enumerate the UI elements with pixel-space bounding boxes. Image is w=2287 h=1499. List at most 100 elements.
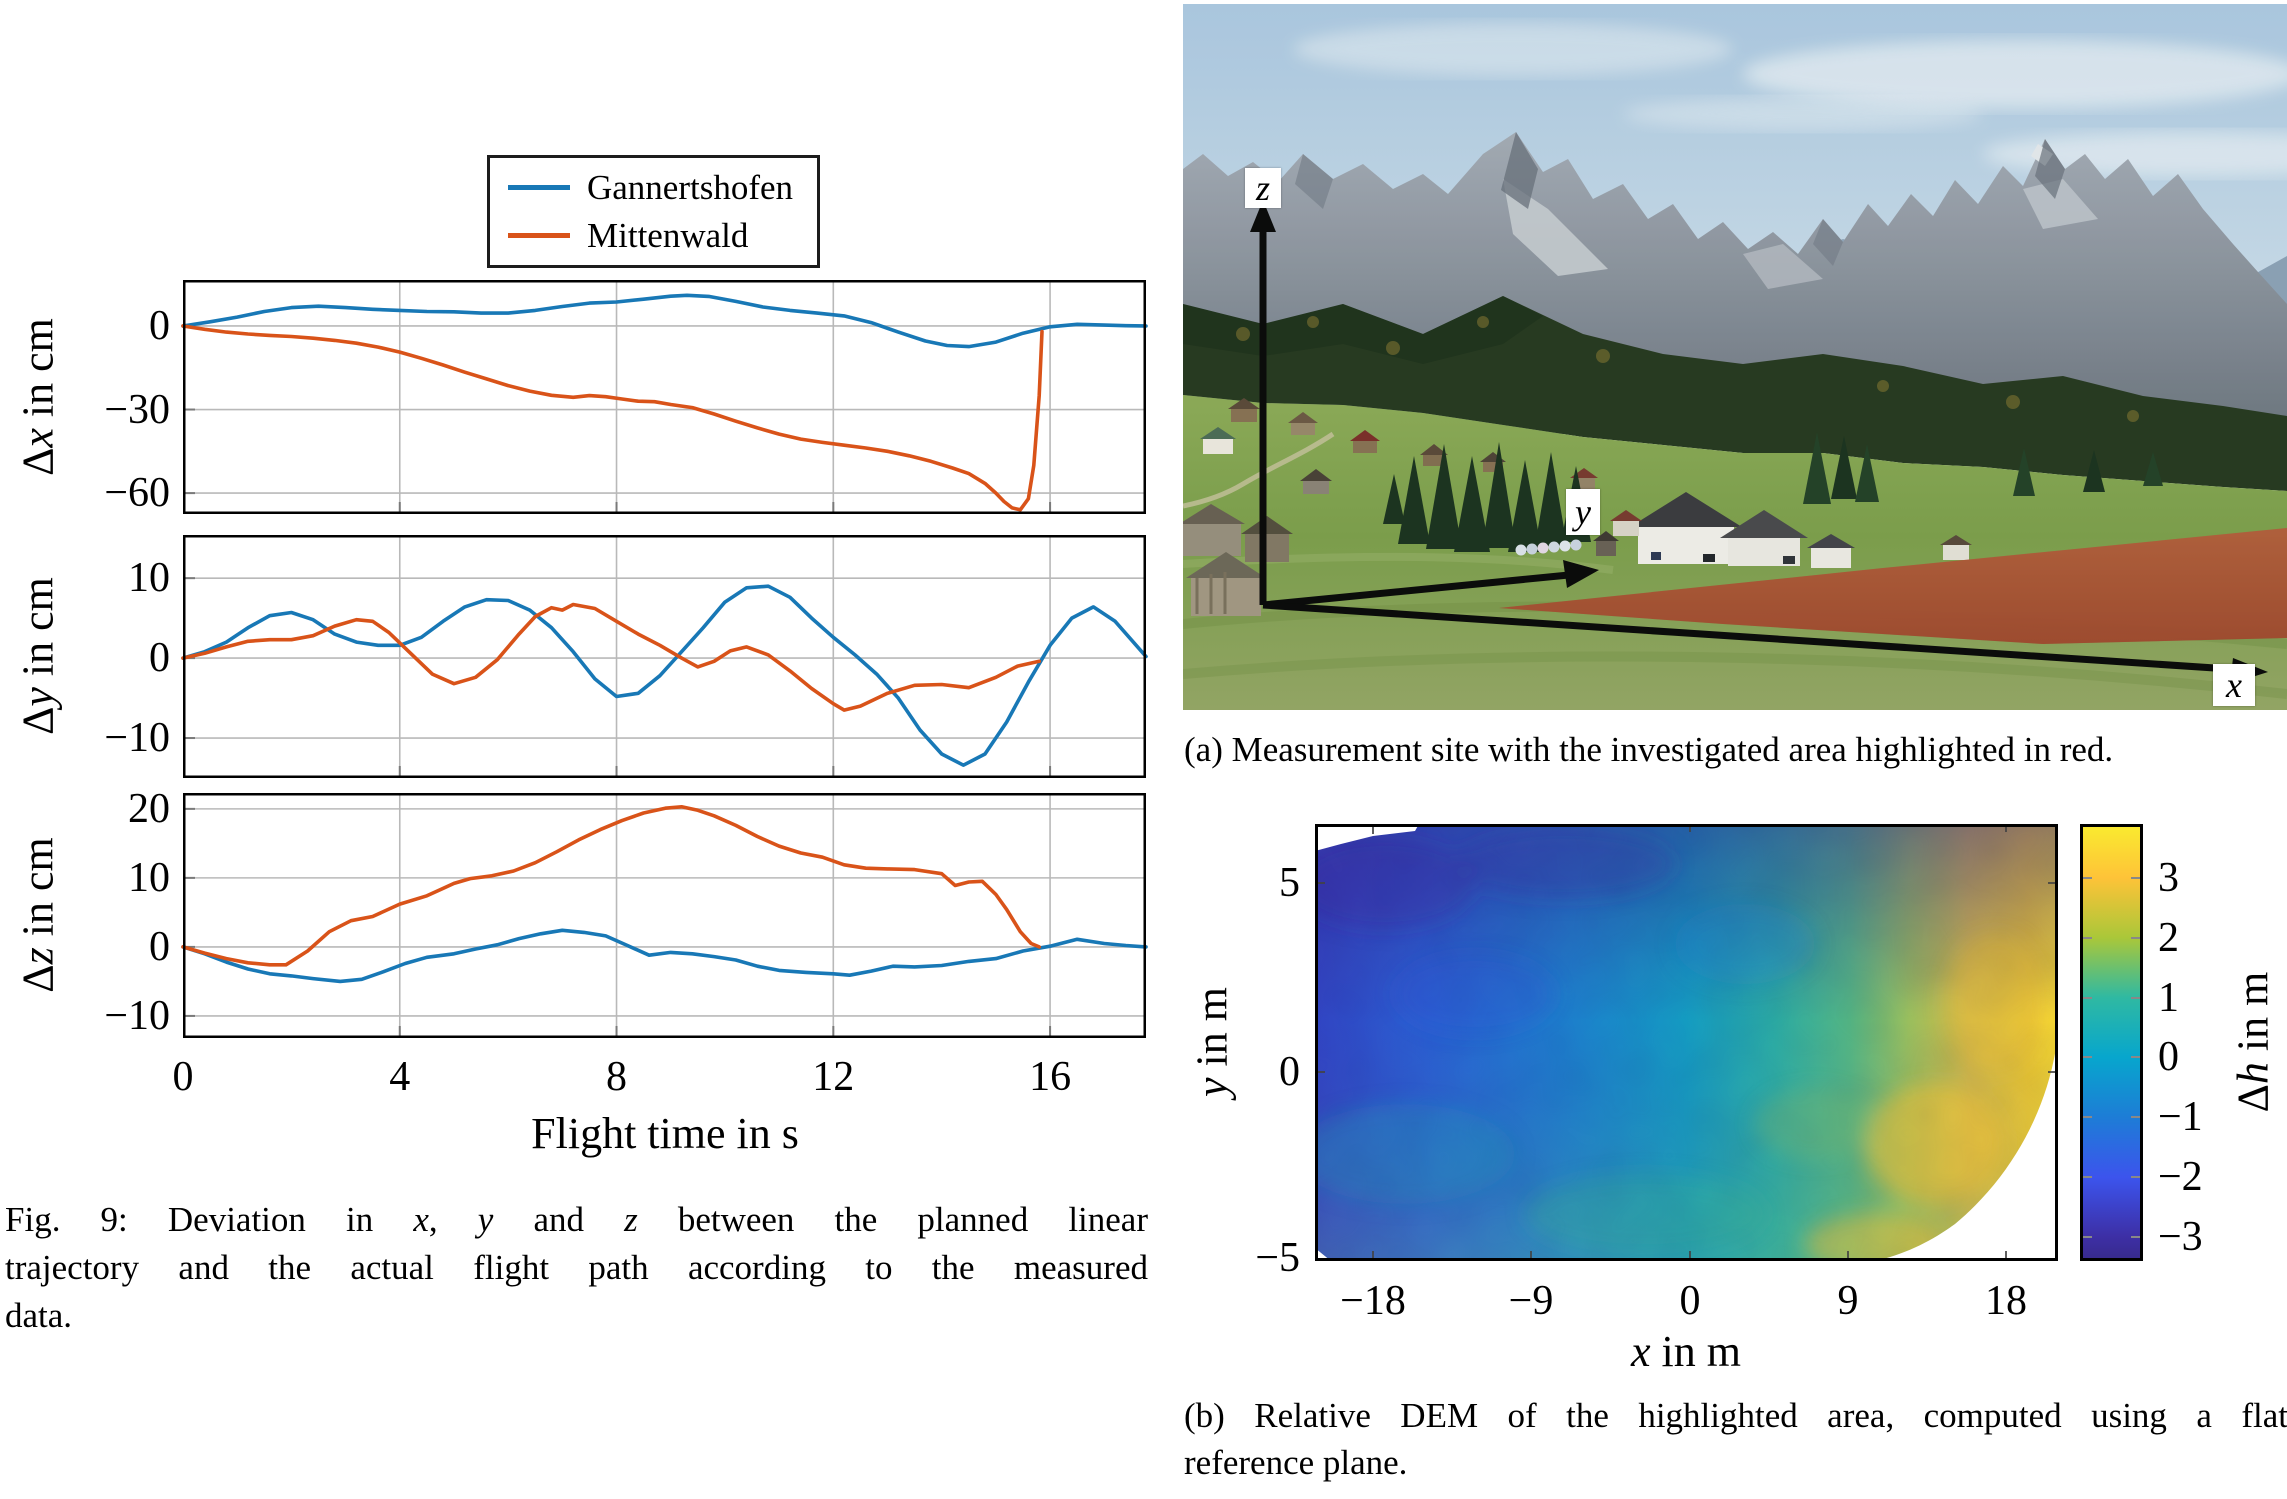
dem-heatmap-plot — [1295, 824, 2058, 1274]
caption-b: (b) Relative DEM of the highlighted area… — [1184, 1392, 2287, 1486]
x-tick-label: 4 — [389, 1054, 411, 1100]
text-segment: and — [493, 1200, 625, 1239]
dem-ylabel: y in m — [1187, 987, 1238, 1097]
x-tick-label: 12 — [812, 1054, 855, 1100]
text-segment: in m — [1650, 1327, 1741, 1376]
photo-illustration — [1179, 4, 2287, 710]
text-segment: trajectory and the actual flight path ac… — [5, 1248, 1148, 1287]
caption-line: (b) Relative DEM of the highlighted area… — [1184, 1392, 2287, 1439]
text-segment: y — [1187, 1077, 1237, 1097]
nodata-bottom-right — [1875, 1034, 2058, 1261]
legend-line-orange-icon — [508, 233, 570, 238]
measurement-site-photo: z y x — [1179, 4, 2287, 710]
series-mittenwald — [181, 324, 1044, 512]
x-tick-label: 8 — [606, 1054, 628, 1100]
text-segment: (b) Relative DEM of the highlighted area… — [1184, 1396, 2287, 1435]
y-tick-label: 20 — [128, 785, 170, 832]
series-gannertshofen — [181, 584, 1148, 767]
text-segment: Δ — [2228, 1084, 2278, 1113]
cbar-tick: −3 — [2158, 1214, 2203, 1260]
text-segment: reference plane. — [1184, 1443, 1408, 1482]
series-mittenwald — [181, 805, 1042, 967]
conifer-trees — [1383, 432, 2163, 552]
dem-xtick: −18 — [1340, 1278, 1406, 1324]
series-gannertshofen — [181, 293, 1148, 349]
silage-bales — [1515, 539, 1582, 556]
axis-label-flight-time: Flight time in s — [531, 1108, 799, 1159]
text-segment: in cm — [13, 577, 63, 688]
dem-colorbar — [2080, 824, 2143, 1261]
text-segment: , — [428, 1200, 478, 1239]
dem-xtick: 18 — [1985, 1278, 2027, 1324]
cbar-tick: −1 — [2158, 1094, 2203, 1140]
y-axis-label: y — [1566, 489, 1600, 535]
caption-line: Fig. 9: Deviation in x, y and z between … — [5, 1196, 1148, 1244]
cbar-label: Δh in m — [2228, 972, 2279, 1113]
flight-chart-dy — [181, 535, 1148, 778]
text-segment: z — [624, 1200, 638, 1239]
text-segment: x — [1631, 1327, 1651, 1376]
cbar-tick: 2 — [2158, 915, 2179, 961]
x-tick-label: 16 — [1029, 1054, 1072, 1100]
dem-xlabel: x in m — [1631, 1326, 1741, 1377]
y-axis-arrow — [1262, 570, 1580, 609]
text-segment: between the planned linear — [637, 1200, 1148, 1239]
foreground-barn — [1179, 504, 1293, 616]
cbar-tick: 1 — [2158, 975, 2179, 1021]
text-segment: x — [13, 428, 63, 448]
flight-chart-dz — [181, 793, 1148, 1038]
text-segment: Δ — [13, 706, 63, 735]
nodata-top-left — [1315, 824, 1419, 851]
y-tick-label: 10 — [128, 555, 170, 602]
dem-heatmap — [1295, 824, 2058, 1274]
dem-xtick: 0 — [1679, 1278, 1701, 1324]
text-segment: in cm — [13, 318, 63, 429]
y-tick-label: 0 — [149, 302, 170, 349]
axis-label-dy: Δy in cm — [13, 577, 64, 735]
text-segment: in m — [1187, 987, 1237, 1078]
y-tick-label: 10 — [128, 854, 170, 901]
text-segment: Flight time in s — [531, 1109, 799, 1158]
axis-label-dx: Δx in cm — [13, 318, 64, 476]
highlighted-field — [1499, 528, 2287, 644]
x-axis-label: x — [2213, 664, 2255, 706]
text-segment: x — [413, 1200, 429, 1239]
chart-legend: Gannertshofen Mittenwald — [487, 155, 820, 268]
legend-row-mittenwald: Mittenwald — [490, 215, 817, 255]
scattered-huts — [1200, 398, 1598, 494]
legend-label: Mittenwald — [587, 215, 749, 255]
x-axis-arrow — [1262, 601, 2246, 674]
cbar-tick: 3 — [2158, 855, 2179, 901]
cbar-tick: 0 — [2158, 1034, 2179, 1080]
y-tick-label: −60 — [104, 470, 170, 517]
legend-row-gannertshofen: Gannertshofen — [490, 167, 817, 207]
z-axis-label: z — [1245, 168, 1281, 208]
y-tick-label: 0 — [149, 635, 170, 682]
caption-line: reference plane. — [1184, 1439, 2287, 1486]
figure-9-caption: Fig. 9: Deviation in x, y and z between … — [5, 1196, 1148, 1340]
series-mittenwald — [181, 602, 1042, 712]
y-tick-label: −10 — [104, 715, 170, 762]
text-segment: in m — [2228, 971, 2278, 1063]
dem-xtick: 9 — [1837, 1278, 1859, 1324]
legend-label: Gannertshofen — [587, 167, 794, 207]
y-tick-label: −10 — [104, 992, 170, 1039]
y-tick-label: 0 — [149, 923, 170, 970]
text-segment: Δ — [13, 447, 63, 476]
caption-line: trajectory and the actual flight path ac… — [5, 1244, 1148, 1292]
caption-a: (a) Measurement site with the investigat… — [1184, 726, 2287, 774]
text-segment: z — [13, 947, 63, 965]
dem-ytick: 5 — [1279, 860, 1300, 906]
text-segment: (a) Measurement site with the investigat… — [1184, 730, 2114, 769]
dem-xtick: −9 — [1508, 1278, 1554, 1324]
series-gannertshofen — [181, 928, 1148, 984]
caption-line: data. — [5, 1292, 1148, 1340]
y-tick-label: −30 — [104, 386, 170, 433]
x-tick-label: 0 — [172, 1054, 194, 1100]
text-segment: in cm — [13, 837, 63, 948]
text-segment: y — [13, 687, 63, 707]
text-segment: Δ — [13, 964, 63, 993]
cbar-tick: −2 — [2158, 1154, 2203, 1200]
text-segment: Fig. 9: Deviation in — [5, 1200, 414, 1239]
